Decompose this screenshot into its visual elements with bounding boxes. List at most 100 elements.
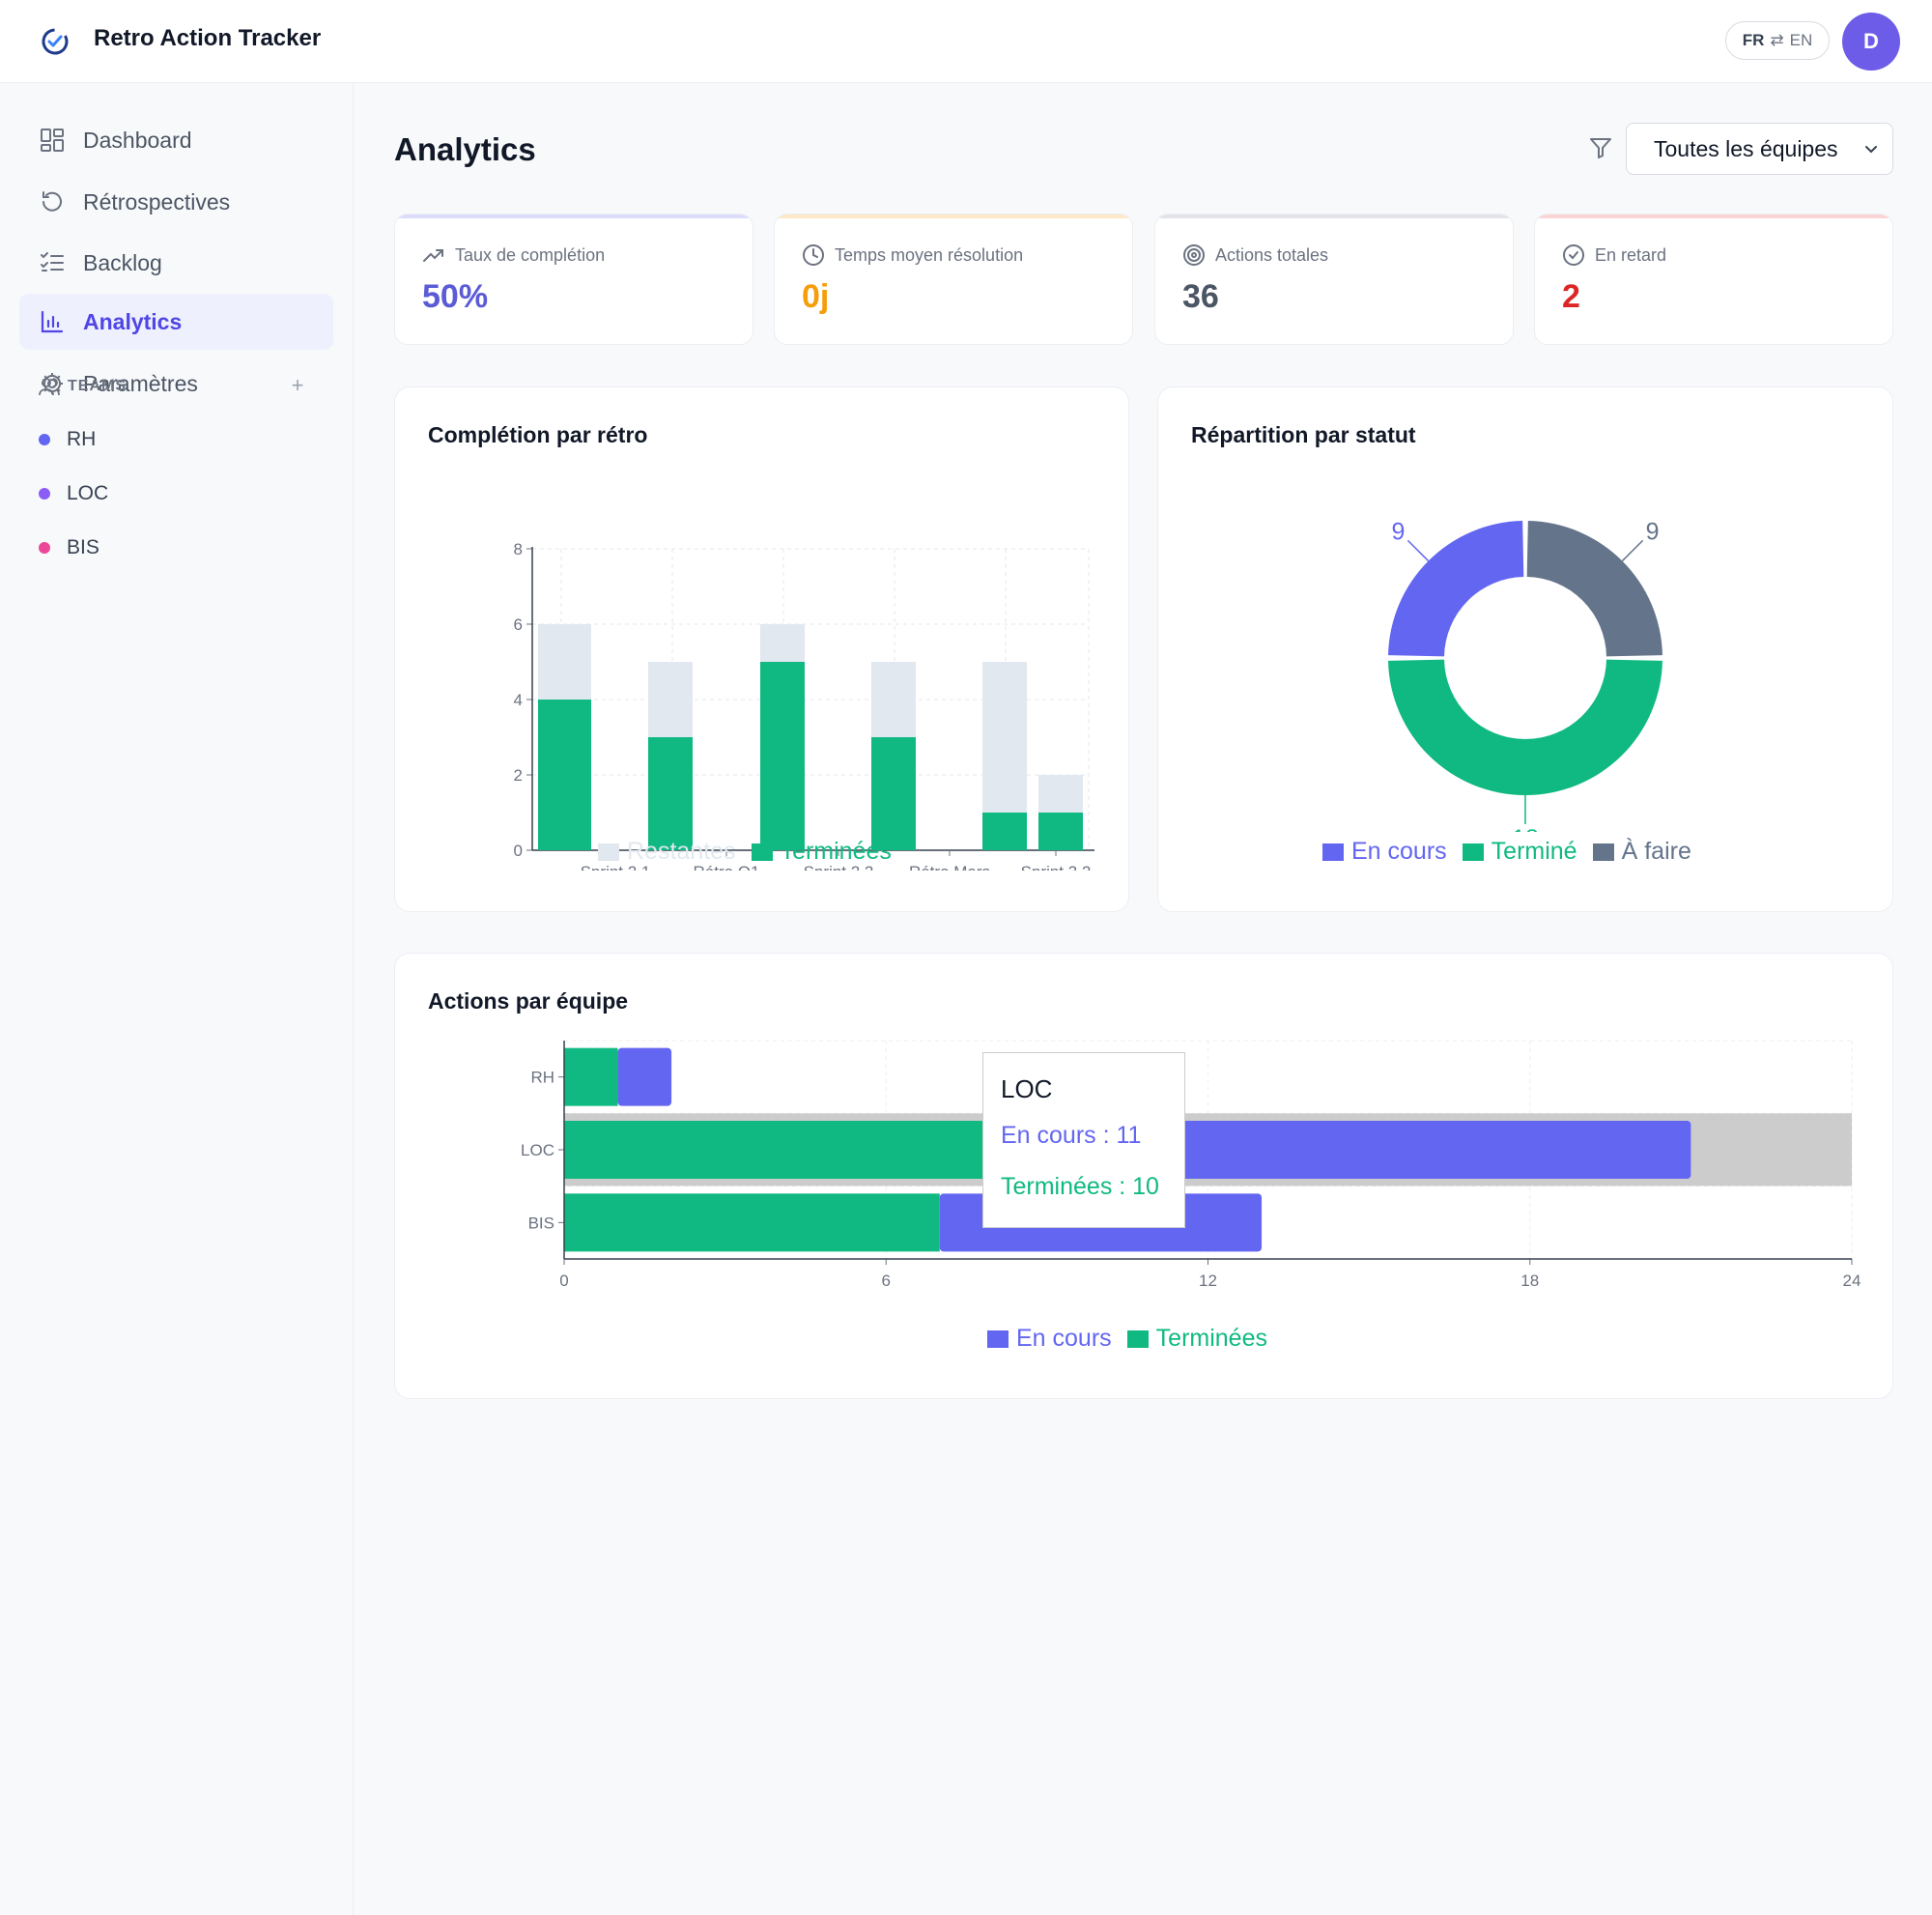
- logo-check-circle-icon: [42, 28, 69, 55]
- legend-item-terminees[interactable]: Terminées: [1126, 1325, 1267, 1353]
- team-color-dot: [39, 488, 50, 500]
- slice-value-label: 9: [1646, 518, 1660, 545]
- donut-slice-terminé: [1388, 659, 1662, 796]
- legend-label: Restantes: [627, 838, 736, 865]
- chart-title: Actions par équipe: [428, 988, 629, 1014]
- language-toggle[interactable]: FR ⇄ EN: [1725, 21, 1830, 60]
- chart-title: Complétion par rétro: [428, 422, 648, 447]
- bar-chart-icon: [39, 308, 66, 335]
- y-tick-label: RH: [530, 1069, 554, 1087]
- x-tick-label: Rétro Mars: [909, 863, 990, 871]
- tooltip-title: LOC: [1001, 1074, 1053, 1103]
- bar-terminees: [564, 1193, 940, 1252]
- bar-terminees: [871, 737, 916, 850]
- legend-item-en-cours[interactable]: En cours: [1322, 838, 1447, 866]
- legend-item-a-faire[interactable]: À faire: [1592, 838, 1691, 866]
- x-tick-label: Rétro Q1: [694, 863, 760, 871]
- kpi-value: 36: [1182, 278, 1219, 315]
- bar-restantes: [1038, 775, 1083, 813]
- list-checks-icon: [39, 249, 66, 276]
- kpi-completion-rate: Taux de complétion 50%: [394, 214, 753, 345]
- lang-en: EN: [1789, 31, 1813, 49]
- legend-item-termine[interactable]: Terminé: [1462, 838, 1577, 866]
- bar-en-cours: [1100, 1121, 1691, 1179]
- check-circle-icon: [1563, 244, 1584, 266]
- lang-fr: FR: [1742, 31, 1765, 49]
- sidebar-item-retrospectives[interactable]: Rétrospectives: [19, 174, 333, 230]
- team-color-dot: [39, 542, 50, 554]
- teams-header-label: TEAMS: [68, 378, 127, 394]
- legend-swatch: [987, 1329, 1009, 1348]
- x-tick-label: Sprint 2.1: [581, 863, 651, 871]
- team-color-dot: [39, 434, 50, 445]
- y-tick-label: 6: [514, 615, 523, 634]
- team-item-bis[interactable]: BIS: [39, 533, 99, 562]
- legend-item-en-cours[interactable]: En cours: [987, 1325, 1112, 1353]
- bar-terminees: [1038, 813, 1083, 850]
- dashboard-icon: [39, 127, 66, 154]
- completion-bar-chart: 0 2 4 6 8 Sprint 2.1 Rétro Q1 Sprint 2.2 Rétro M…: [514, 540, 1094, 871]
- target-icon: [1183, 244, 1205, 266]
- sidebar-item-backlog[interactable]: Backlog: [19, 235, 333, 291]
- completion-chart-card: Complétion par rétro 0 2 4 6 8 Sprint 2.1 Rétr…: [394, 386, 1129, 912]
- y-tick-label: 0: [514, 842, 523, 860]
- status-legend: En cours Terminé À faire: [1322, 838, 1707, 866]
- team-item-loc[interactable]: LOC: [39, 479, 108, 508]
- x-tick-label: Sprint 3.2: [1021, 863, 1092, 871]
- swap-icon: ⇄: [1770, 31, 1784, 49]
- bar-terminees: [648, 737, 693, 850]
- sidebar-item-label: Rétrospectives: [83, 188, 231, 214]
- x-tick-label: 18: [1520, 1272, 1539, 1290]
- y-tick-label: 8: [514, 540, 523, 558]
- kpi-value: 50%: [422, 278, 489, 315]
- kpi-value: 0j: [802, 278, 830, 315]
- bar-restantes: [982, 662, 1027, 813]
- bar-terminees: [982, 813, 1027, 850]
- legend-label: Terminées: [780, 838, 892, 865]
- legend-label: En cours: [1016, 1325, 1112, 1352]
- status-chart-card: Répartition par statut 9 18 9 En cours Ter…: [1157, 386, 1893, 912]
- sidebar-item-dashboard[interactable]: Dashboard: [19, 112, 333, 168]
- filter-icon: [1590, 138, 1611, 158]
- kpi-value: 2: [1562, 278, 1580, 315]
- bar-terminees: [760, 662, 805, 850]
- avatar[interactable]: D: [1842, 13, 1900, 71]
- bar-restantes: [648, 662, 693, 737]
- slice-label-line: [1406, 539, 1430, 562]
- history-icon: [39, 188, 66, 215]
- legend-swatch: [1592, 843, 1614, 861]
- bar-restantes: [760, 624, 805, 662]
- x-tick-label: Sprint 2.2: [804, 863, 874, 871]
- tooltip-terminees: Terminées : 10: [1001, 1173, 1159, 1200]
- app-title: Retro Action Tracker: [94, 25, 322, 51]
- legend-label: À faire: [1621, 838, 1691, 865]
- y-tick-label: 2: [514, 766, 523, 785]
- users-icon: [39, 378, 60, 396]
- donut-slice-en-cours: [1388, 521, 1524, 657]
- page-title: Analytics: [394, 131, 536, 167]
- team-name: BIS: [67, 536, 99, 558]
- bar-restantes: [871, 662, 916, 737]
- add-team-button[interactable]: +: [291, 373, 304, 397]
- legend-swatch: [1462, 843, 1484, 861]
- completion-legend: Restantes Terminées: [598, 838, 907, 866]
- legend-item-restantes[interactable]: Restantes: [598, 838, 736, 866]
- kpi-label: Taux de complétion: [455, 244, 606, 265]
- team-actions-legend: En cours Terminées: [987, 1325, 1283, 1353]
- team-item-rh[interactable]: RH: [39, 425, 96, 454]
- slice-value-label: 9: [1392, 518, 1406, 545]
- kpi-total-actions: Actions totales 36: [1154, 214, 1514, 345]
- team-name: LOC: [67, 482, 109, 504]
- sidebar-item-analytics[interactable]: Analytics: [19, 294, 333, 350]
- slice-label-line: [1621, 539, 1644, 562]
- kpi-overdue: En retard 2: [1534, 214, 1893, 345]
- legend-label: En cours: [1351, 838, 1447, 865]
- legend-label: Terminé: [1491, 838, 1577, 865]
- legend-item-terminees[interactable]: Terminées: [751, 838, 892, 866]
- team-filter-select[interactable]: Toutes les équipes: [1626, 123, 1893, 175]
- chart-tooltip: LOC En cours : 11 Terminées : 10: [982, 1052, 1185, 1228]
- kpi-label: Actions totales: [1215, 244, 1329, 265]
- trending-up-icon: [423, 249, 443, 262]
- sidebar: Dashboard Rétrospectives Backlog Analyti…: [0, 83, 354, 1915]
- team-name: RH: [67, 428, 97, 450]
